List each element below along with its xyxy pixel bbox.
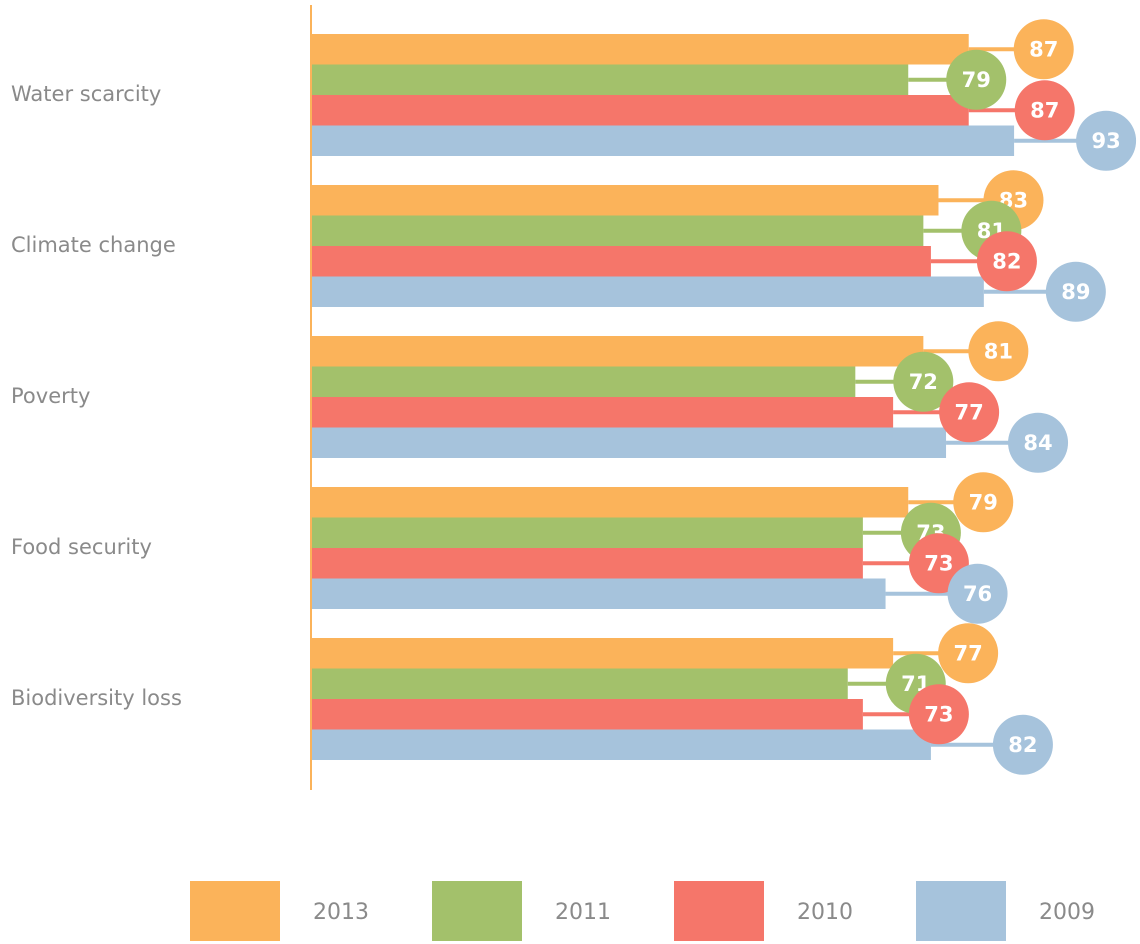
bar [312,246,931,277]
legend-swatch [674,881,764,941]
bar [312,64,909,95]
value-label: 73 [924,551,953,575]
bar [312,548,863,579]
bar [312,397,894,428]
legend-swatch [432,881,522,941]
value-badge [953,472,1014,533]
value-label: 79 [969,490,998,514]
value-label: 81 [984,339,1013,363]
value-badge [1008,412,1069,473]
bar [312,366,856,397]
value-label: 89 [1061,280,1090,304]
value-badge [1014,80,1075,141]
legend-swatch [190,881,280,941]
value-label: 82 [992,249,1021,273]
value-badge [1045,261,1106,322]
value-label: 87 [1029,37,1058,61]
bar [312,487,909,518]
bar [312,729,931,760]
value-badge [939,382,1000,443]
value-label: 87 [1030,98,1059,122]
bar [312,668,848,699]
bar [312,215,924,246]
value-label: 84 [1023,431,1052,455]
value-label: 72 [909,370,938,394]
legend-label: 2009 [1039,900,1095,925]
value-label: 93 [1091,129,1120,153]
value-label: 77 [955,400,984,424]
bar [312,578,886,609]
bar [312,276,984,307]
value-label: 79 [962,68,991,92]
value-label: 73 [924,702,953,726]
legend-label: 2011 [555,900,611,925]
value-badge [893,351,954,412]
legend-label: 2010 [797,900,853,925]
value-badge [946,49,1007,110]
value-badge [992,714,1053,775]
bar [312,125,1015,156]
bar [312,34,969,65]
category-label: Food security [11,535,152,559]
bar [312,185,939,216]
value-badge [938,623,999,684]
category-label: Biodiversity loss [11,686,182,710]
bar [312,95,969,126]
category-label: Water scarcity [11,82,161,106]
value-label: 77 [954,641,983,665]
category-label: Poverty [11,384,90,408]
value-label: 82 [1008,733,1037,757]
bar [312,517,863,548]
value-badge [908,684,969,745]
bar [312,699,863,730]
value-badge [947,563,1008,624]
bar [312,427,947,458]
value-badge [976,231,1037,292]
bar [312,336,924,367]
bar [312,638,894,669]
legend-label: 2013 [313,900,369,925]
value-label: 76 [963,582,992,606]
value-badge [1076,110,1137,171]
value-badge [1013,19,1074,80]
category-label: Climate change [11,233,176,257]
legend-swatch [916,881,1006,941]
value-badge [968,321,1029,382]
